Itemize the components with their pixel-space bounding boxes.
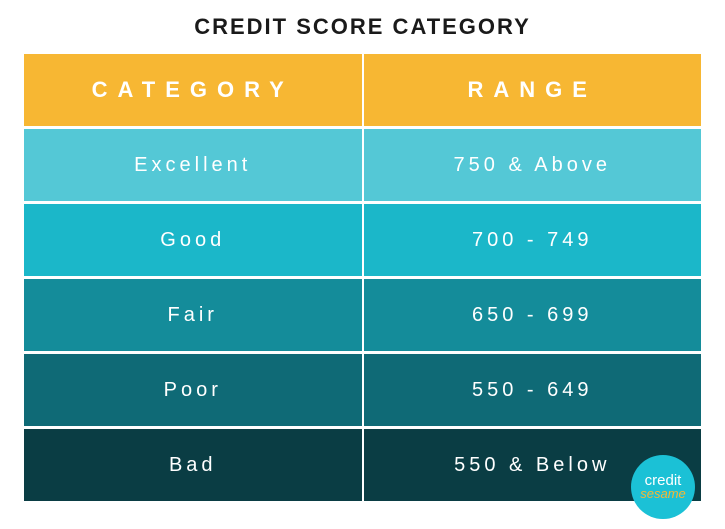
cell-range: 550 - 649	[362, 354, 702, 426]
table-header-row: CATEGORY RANGE	[24, 54, 701, 126]
logo-text-2: sesame	[640, 488, 686, 500]
table-row: Bad 550 & Below	[24, 429, 701, 501]
header-cell-range: RANGE	[362, 54, 702, 126]
credit-score-table: CATEGORY RANGE Excellent 750 & Above Goo…	[24, 54, 701, 501]
table-row: Fair 650 - 699	[24, 279, 701, 351]
cell-category: Excellent	[24, 129, 362, 201]
table-row: Excellent 750 & Above	[24, 129, 701, 201]
brand-logo: credit sesame	[631, 455, 695, 519]
table-row: Good 700 - 749	[24, 204, 701, 276]
page-title: CREDIT SCORE CATEGORY	[24, 14, 701, 40]
header-cell-category: CATEGORY	[24, 54, 362, 126]
cell-category: Fair	[24, 279, 362, 351]
cell-category: Good	[24, 204, 362, 276]
table-row: Poor 550 - 649	[24, 354, 701, 426]
cell-range: 700 - 749	[362, 204, 702, 276]
cell-category: Poor	[24, 354, 362, 426]
cell-range: 750 & Above	[362, 129, 702, 201]
cell-range: 650 - 699	[362, 279, 702, 351]
cell-category: Bad	[24, 429, 362, 501]
